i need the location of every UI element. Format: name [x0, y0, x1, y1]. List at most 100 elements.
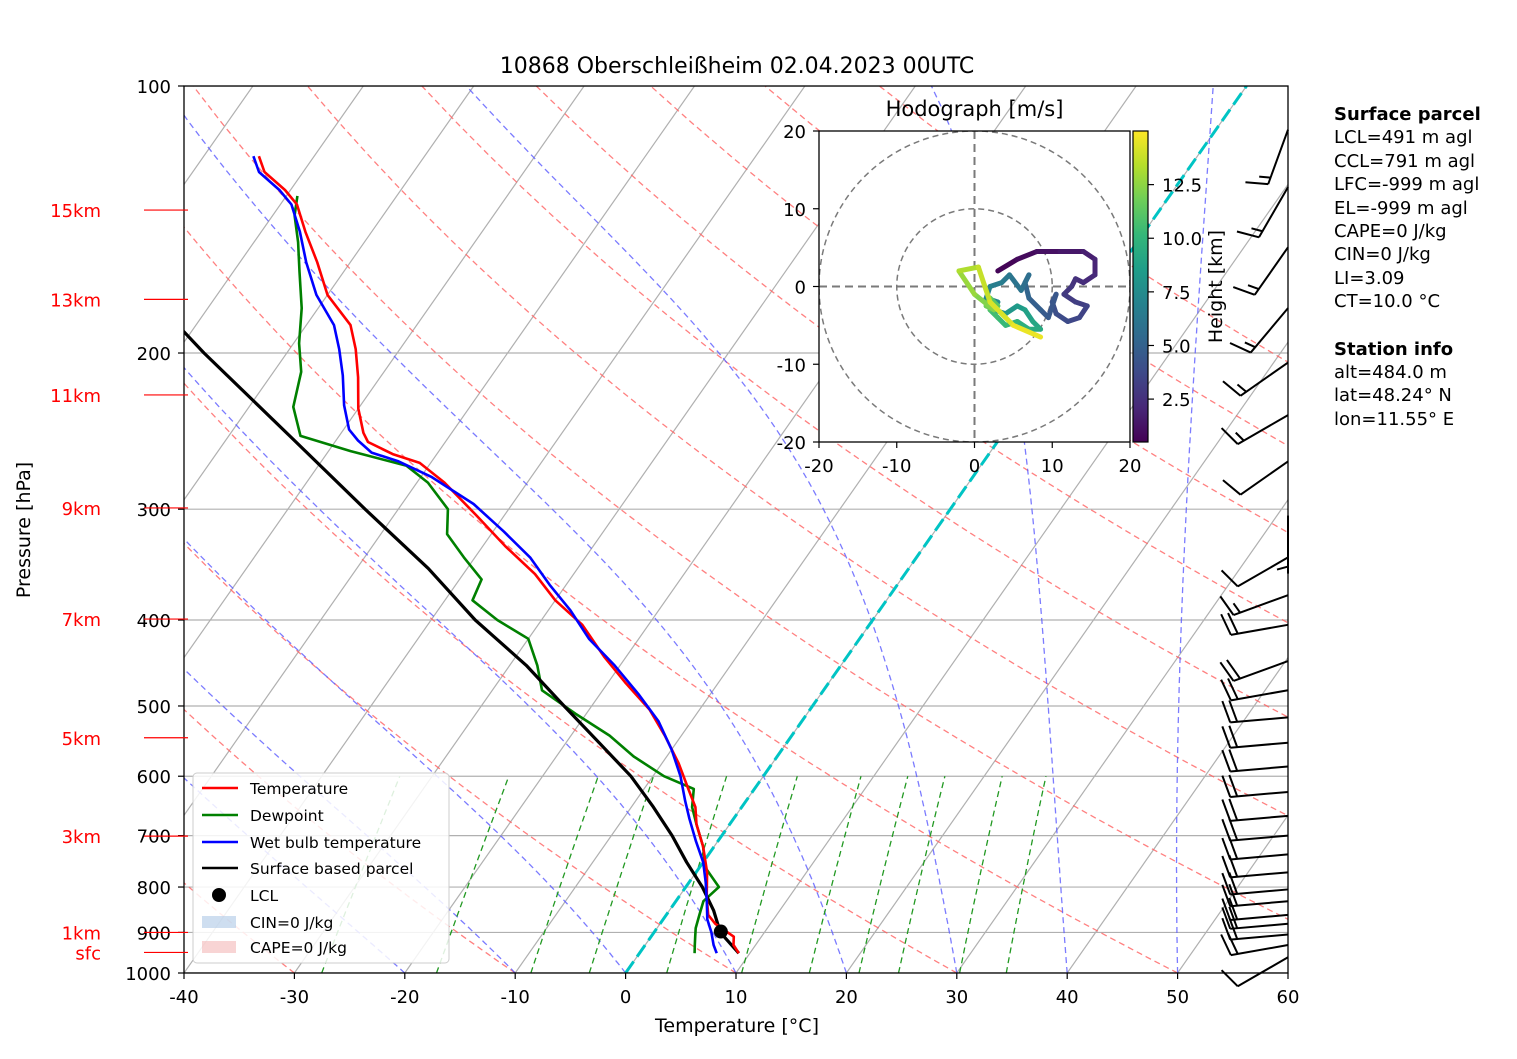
barb-shaft — [1230, 741, 1289, 749]
barb-flag — [1221, 775, 1232, 798]
dry-adiabat-line — [192, 86, 1288, 921]
wind-barb — [1221, 725, 1289, 749]
wind-barb — [1229, 307, 1289, 354]
y-tick-label: 800 — [137, 878, 171, 899]
lcl-marker — [713, 924, 728, 939]
barb-shaft — [1249, 307, 1289, 354]
barb-flag — [1232, 286, 1256, 296]
height-label: 9km — [62, 499, 101, 520]
height-label: 13km — [50, 290, 101, 311]
barb-flag — [1221, 907, 1232, 930]
colorbar-tick-label: 7.5 — [1162, 283, 1191, 304]
hodograph-segment — [1010, 322, 1044, 340]
hodograph-background — [819, 131, 1130, 442]
y-axis-label: Pressure [hPa] — [13, 462, 35, 598]
hodograph-y-tick-label: 10 — [783, 200, 806, 221]
wind-barb — [1221, 798, 1289, 822]
x-tick-label: -20 — [390, 987, 419, 1008]
hodograph-segment — [1026, 295, 1044, 313]
moist-adiabat-line — [184, 366, 737, 973]
surface-ct: CT=10.0 °C — [1334, 291, 1441, 313]
hodograph-x-tick-label: -20 — [804, 456, 833, 477]
hodograph-segment — [956, 268, 977, 297]
colorbar-tick-label: 2.5 — [1162, 390, 1191, 411]
legend-cin-swatch — [202, 916, 236, 928]
hodograph-colorbar — [1132, 130, 1149, 443]
barb-flag — [1221, 855, 1232, 878]
wind-barb — [1221, 700, 1289, 724]
height-label: 5km — [62, 729, 101, 750]
barb-flag — [1228, 906, 1239, 929]
wind-barb — [1221, 818, 1289, 842]
height-label: 7km — [62, 610, 101, 631]
surface-cin: CIN=0 J/kg — [1334, 244, 1431, 266]
barb-flag — [1219, 595, 1235, 616]
barb-flag — [1221, 700, 1232, 723]
barb-shaft — [1237, 556, 1289, 588]
barb-shaft — [1253, 246, 1289, 296]
legend-label: Wet bulb temperature — [250, 834, 421, 852]
moist-adiabat-line — [184, 114, 848, 973]
wind-barb — [1220, 956, 1289, 988]
barb-flag — [1228, 798, 1239, 821]
barb-flag — [1221, 818, 1232, 842]
barb-half-flag — [1236, 383, 1247, 393]
hodograph-segment — [995, 256, 1020, 274]
isotherm-line — [735, 183, 1288, 973]
barb-flag — [1221, 749, 1232, 772]
wind-barb — [1276, 515, 1289, 574]
height-label: sfc — [75, 943, 101, 964]
barb-flag — [1221, 872, 1232, 895]
legend-label: CIN=0 J/kg — [250, 914, 333, 932]
surface-cape: CAPE=0 J/kg — [1334, 221, 1447, 243]
info-panel: Surface parcel LCL=491 m agl CCL=791 m a… — [1334, 103, 1481, 431]
isotherm-line — [845, 341, 1288, 973]
mixing-ratio-line — [740, 776, 798, 973]
dry-adiabat-line — [184, 226, 1178, 973]
isotherm-line — [956, 498, 1288, 973]
wind-barb — [1221, 897, 1289, 921]
hodograph-y-tick-label: 0 — [795, 278, 806, 299]
y-tick-label: 200 — [137, 344, 171, 365]
moist-adiabat-line — [1175, 86, 1214, 973]
isotherm-line — [184, 86, 585, 659]
hodograph-x-tick-label: -10 — [882, 456, 911, 477]
barb-flag — [1228, 774, 1239, 797]
barb-shaft — [1237, 956, 1289, 988]
barb-flag — [1221, 898, 1232, 921]
barb-shaft — [1230, 922, 1289, 930]
barb-shaft — [1230, 689, 1289, 702]
legend-label: Surface based parcel — [250, 860, 413, 878]
legend-label: LCL — [250, 887, 278, 905]
hodograph-segment — [1045, 291, 1059, 321]
barb-flag — [1228, 725, 1239, 748]
barb-flag — [1220, 934, 1232, 956]
barb-half-flag — [1232, 602, 1241, 614]
y-tick-label: 300 — [137, 500, 171, 521]
barb-shaft — [1230, 623, 1289, 636]
barb-shaft — [1258, 186, 1289, 238]
barb-shaft — [1233, 660, 1289, 682]
y-tick-label: 900 — [137, 923, 171, 944]
wind-barb — [1221, 774, 1289, 798]
y-tick-label: 400 — [137, 611, 171, 632]
legend-cape-swatch — [202, 941, 236, 953]
surface-el: EL=-999 m agl — [1334, 197, 1468, 219]
colorbar-tick-label: 5.0 — [1162, 336, 1191, 357]
barb-flag — [1221, 799, 1232, 822]
hodograph-x-tick-label: 20 — [1119, 456, 1142, 477]
y-tick-label: 500 — [137, 697, 171, 718]
hodograph-y-tick-label: -20 — [777, 433, 806, 454]
barb-shaft — [1230, 853, 1289, 861]
barb-half-flag — [1247, 284, 1260, 291]
y-tick-label: 100 — [137, 77, 171, 98]
mixing-ratio-line — [897, 776, 946, 973]
barb-flag — [1220, 679, 1232, 701]
barb-shaft — [1230, 765, 1289, 773]
barb-flag — [1221, 726, 1232, 749]
isotherm-line — [184, 86, 475, 501]
wind-barb — [1220, 612, 1289, 636]
barb-shaft — [1267, 129, 1289, 185]
station-lat: lat=48.24° N — [1334, 385, 1452, 407]
barb-flag — [1221, 837, 1232, 860]
